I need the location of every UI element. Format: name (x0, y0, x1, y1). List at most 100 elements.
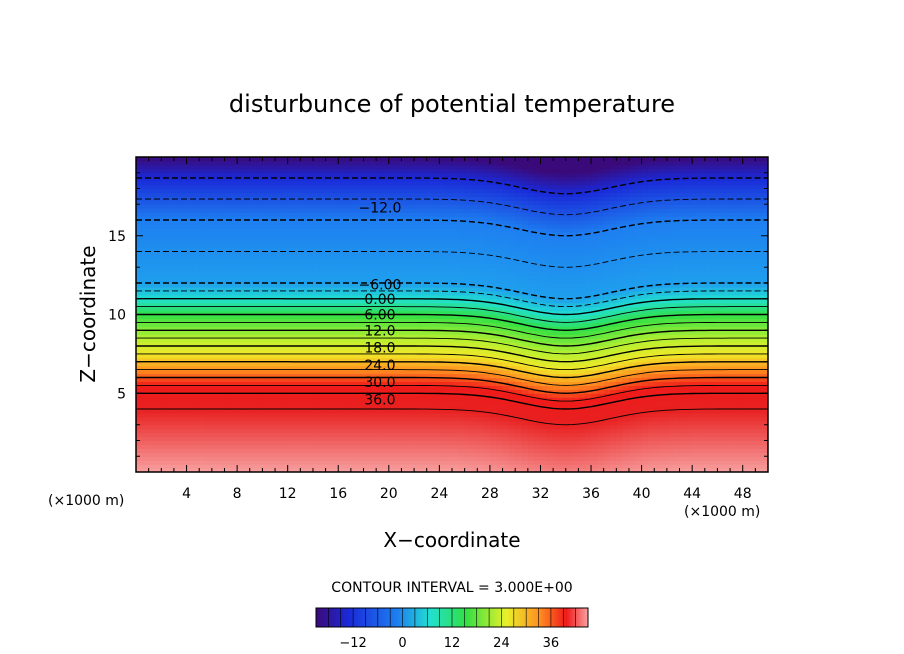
field-cell (256, 420, 263, 426)
field-cell (268, 349, 276, 355)
field-cell (357, 424, 365, 430)
field-cell (224, 326, 232, 331)
field-cell (275, 192, 282, 197)
field-cell (237, 251, 245, 257)
field-cell (199, 263, 207, 268)
field-cell (369, 464, 377, 469)
field-cell (249, 275, 257, 280)
field-cell (464, 385, 472, 390)
field-cell (508, 243, 516, 249)
field-cell (414, 290, 421, 296)
field-cell (331, 298, 339, 304)
field-cell (205, 416, 213, 422)
field-cell (426, 283, 434, 288)
field-cell (256, 294, 263, 300)
field-cell (470, 263, 478, 268)
field-cell (426, 212, 434, 217)
field-cell (388, 342, 396, 347)
field-cell (167, 420, 175, 426)
field-cell (382, 184, 390, 190)
field-cell (489, 420, 497, 426)
field-cell (218, 436, 226, 442)
field-cell (211, 357, 219, 363)
field-cell (205, 168, 213, 174)
field-cell (237, 381, 245, 386)
field-cell (388, 412, 396, 418)
field-cell (136, 420, 143, 426)
field-cell (388, 267, 396, 272)
field-cell (287, 306, 295, 312)
field-cell (294, 196, 301, 201)
field-cell (268, 412, 276, 418)
field-cell (319, 365, 327, 371)
field-cell (312, 294, 320, 300)
field-cell (414, 267, 421, 272)
field-cell (515, 460, 523, 465)
field-cell (401, 448, 409, 453)
field-cell (262, 452, 270, 457)
field-cell (388, 172, 396, 178)
field-cell (148, 302, 156, 308)
field-cell (256, 271, 263, 276)
field-cell (502, 196, 510, 201)
field-cell (243, 397, 251, 402)
field-cell (300, 204, 308, 209)
field-cell (395, 160, 403, 166)
field-cell (369, 334, 377, 339)
field-cell (275, 464, 282, 469)
field-cell (300, 468, 308, 472)
field-cell (376, 279, 384, 284)
field-cell (407, 357, 415, 363)
field-cell (281, 397, 289, 402)
field-cell (180, 412, 188, 418)
field-cell (243, 239, 251, 245)
field-cell (268, 188, 276, 194)
field-cell (199, 393, 207, 398)
field-cell (515, 286, 523, 292)
field-cell (458, 409, 466, 414)
field-cell (199, 420, 207, 426)
field-cell (395, 342, 403, 347)
field-cell (414, 184, 421, 190)
field-cell (331, 452, 339, 457)
field-cell (218, 247, 226, 253)
field-cell (439, 393, 447, 398)
field-cell (369, 160, 377, 166)
field-cell (287, 180, 295, 186)
field-cell (439, 464, 447, 469)
field-cell (382, 200, 390, 205)
field-cell (136, 318, 143, 323)
field-cell (325, 283, 333, 288)
field-cell (230, 326, 238, 331)
field-cell (426, 279, 434, 284)
field-cell (312, 420, 320, 426)
field-cell (211, 397, 219, 402)
field-cell (161, 283, 169, 288)
field-cell (401, 428, 409, 434)
field-cell (407, 318, 415, 323)
field-cell (154, 322, 162, 327)
field-cell (445, 255, 453, 260)
field-cell (395, 290, 403, 296)
field-cell (344, 251, 352, 257)
field-cell (167, 298, 175, 304)
field-cell (287, 216, 295, 221)
field-cell (262, 448, 270, 453)
field-cell (262, 397, 270, 402)
field-cell (344, 290, 352, 296)
field-cell (199, 290, 207, 296)
field-cell (464, 428, 472, 434)
field-cell (256, 460, 263, 465)
field-cell (420, 164, 428, 170)
field-cell (173, 286, 181, 292)
field-cell (433, 279, 440, 284)
field-cell (294, 172, 301, 178)
field-cell (243, 306, 251, 312)
field-cell (527, 452, 535, 457)
field-cell (338, 357, 346, 363)
field-cell (445, 456, 453, 461)
field-cell (420, 227, 428, 233)
field-cell (414, 456, 421, 461)
field-cell (300, 326, 308, 331)
field-cell (344, 216, 352, 221)
